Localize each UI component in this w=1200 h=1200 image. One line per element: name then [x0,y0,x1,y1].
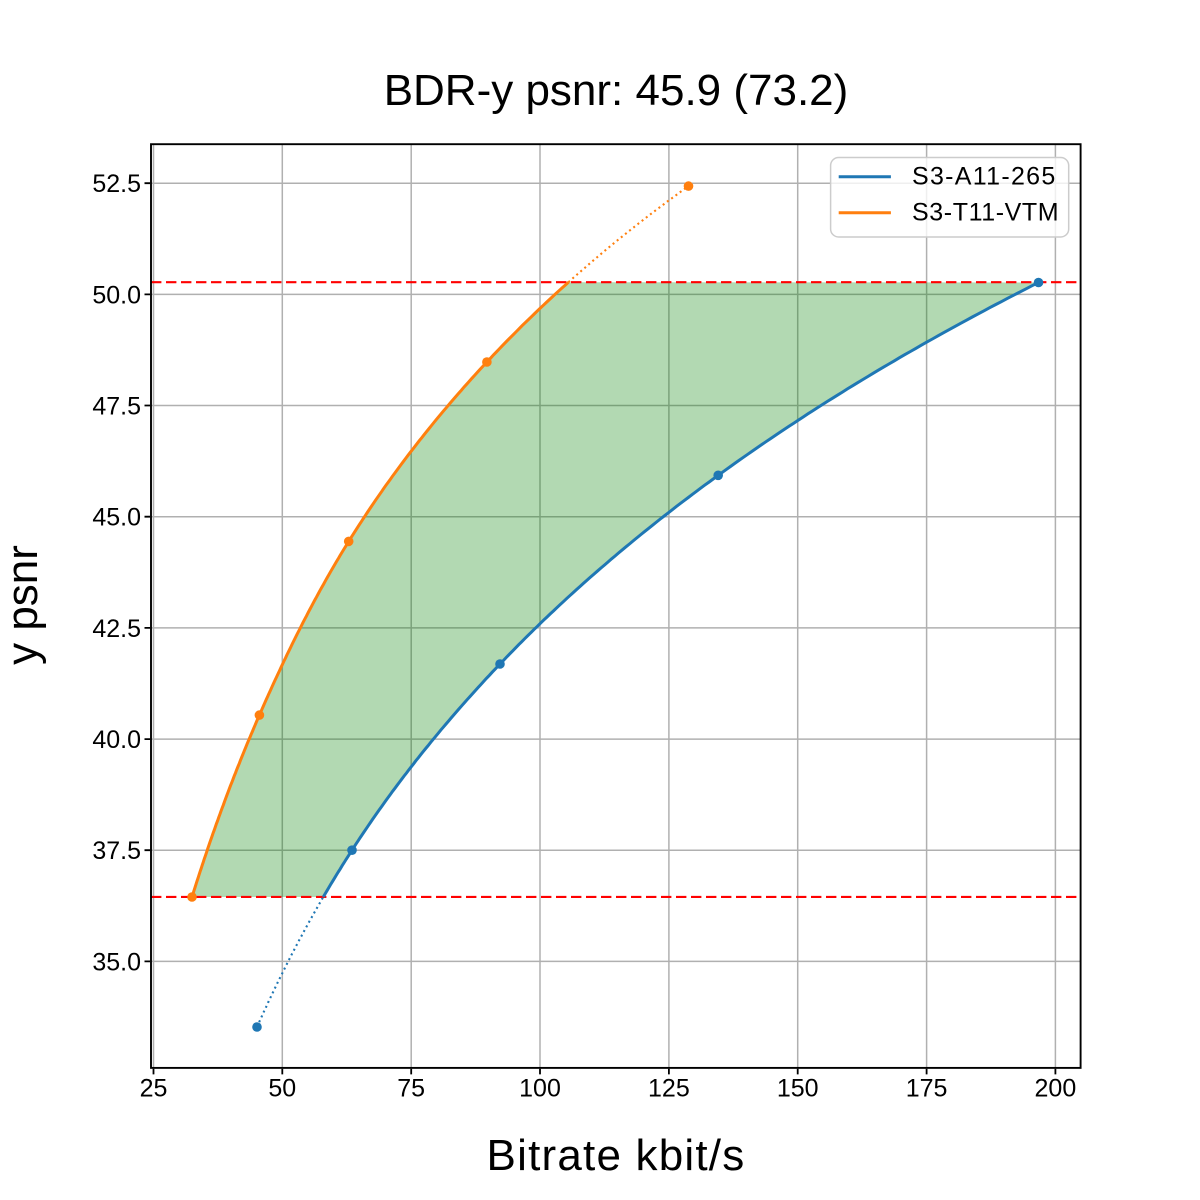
svg-text:40.0: 40.0 [92,726,141,754]
svg-text:52.5: 52.5 [92,170,141,198]
svg-text:BDR-y psnr: 45.9 (73.2): BDR-y psnr: 45.9 (73.2) [384,66,849,115]
svg-text:S3-A11-265: S3-A11-265 [912,163,1057,191]
svg-text:S3-T11-VTM: S3-T11-VTM [912,199,1059,227]
svg-text:125: 125 [648,1075,690,1103]
svg-text:Bitrate kbit/s: Bitrate kbit/s [487,1131,746,1180]
svg-text:y psnr: y psnr [0,545,47,665]
svg-text:100: 100 [519,1075,561,1103]
svg-text:35.0: 35.0 [92,948,141,976]
svg-text:50.0: 50.0 [92,281,141,309]
svg-text:75: 75 [397,1075,425,1103]
svg-text:175: 175 [906,1075,948,1103]
svg-text:47.5: 47.5 [92,393,141,421]
svg-text:37.5: 37.5 [92,837,141,865]
svg-text:45.0: 45.0 [92,504,141,532]
svg-text:150: 150 [777,1075,819,1103]
svg-text:42.5: 42.5 [92,615,141,643]
svg-text:25: 25 [140,1075,168,1103]
svg-text:200: 200 [1035,1075,1077,1103]
svg-text:50: 50 [268,1075,296,1103]
